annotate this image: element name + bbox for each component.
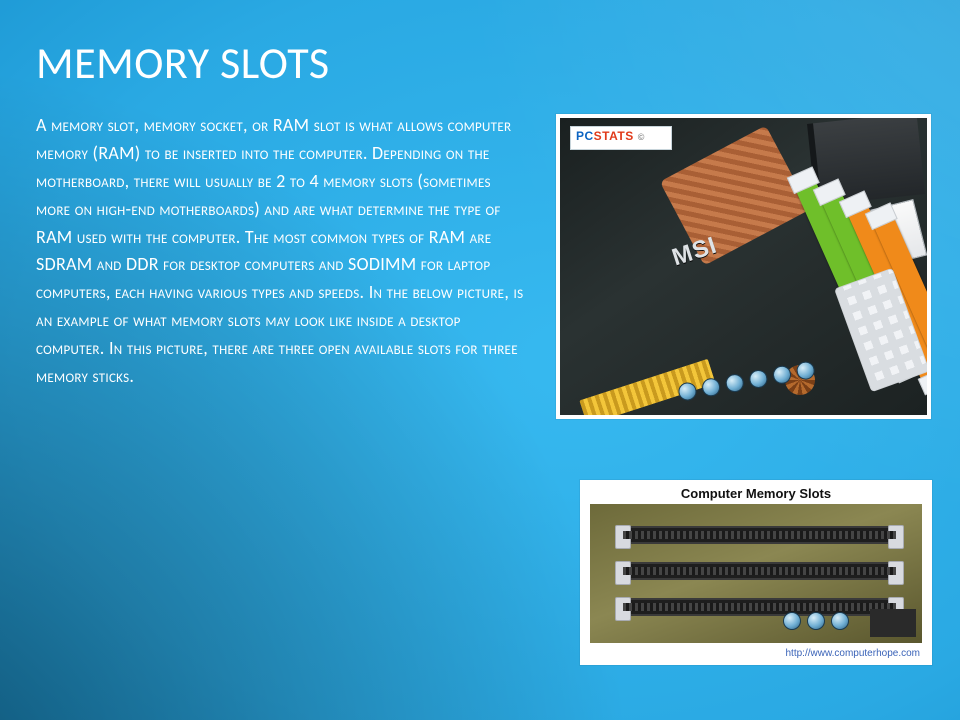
figure-memory-slots: Computer Memory Slots http://www.compute… [580, 480, 932, 665]
figure-motherboard-dimm: PCSTATS © MSI [556, 114, 931, 419]
watermark-copyright: © [638, 132, 645, 142]
figure-caption: Computer Memory Slots [584, 484, 928, 501]
memory-slot-3 [617, 598, 903, 616]
memory-slots-pcb [590, 504, 922, 643]
source-url: http://www.computerhope.com [785, 648, 920, 659]
memory-slot-2 [617, 562, 903, 580]
chip-icon [870, 609, 916, 637]
memory-slots-render: Computer Memory Slots http://www.compute… [584, 484, 928, 661]
watermark-pc: PC [576, 129, 594, 143]
memory-slot-1 [617, 526, 903, 544]
watermark-stats: STATS [594, 129, 634, 143]
slide-title: MEMORY SLOTS [36, 36, 330, 90]
capacitor-row-2 [780, 612, 852, 635]
motherboard-render: PCSTATS © MSI [560, 118, 927, 415]
slide-body-text: A memory slot, memory socket, or RAM slo… [36, 112, 526, 391]
slide: MEMORY SLOTS A memory slot, memory socke… [0, 0, 960, 720]
watermark-pcstats: PCSTATS © [576, 129, 645, 143]
brand-silkscreen: MSI [669, 232, 721, 273]
